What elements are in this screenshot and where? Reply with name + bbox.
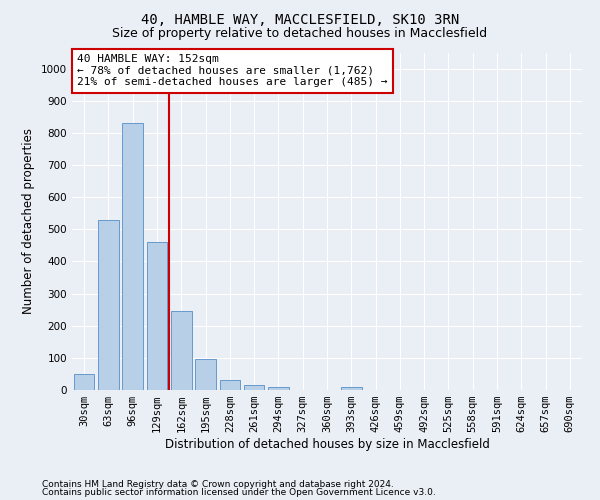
Bar <box>341 387 362 390</box>
Text: Size of property relative to detached houses in Macclesfield: Size of property relative to detached ho… <box>112 28 488 40</box>
Bar <box>244 384 265 390</box>
Bar <box>74 374 94 390</box>
Bar <box>122 123 143 390</box>
Bar <box>146 242 167 390</box>
Y-axis label: Number of detached properties: Number of detached properties <box>22 128 35 314</box>
Text: Contains public sector information licensed under the Open Government Licence v3: Contains public sector information licen… <box>42 488 436 497</box>
Text: Contains HM Land Registry data © Crown copyright and database right 2024.: Contains HM Land Registry data © Crown c… <box>42 480 394 489</box>
Bar <box>98 220 119 390</box>
X-axis label: Distribution of detached houses by size in Macclesfield: Distribution of detached houses by size … <box>164 438 490 451</box>
Bar <box>220 380 240 390</box>
Bar <box>195 360 216 390</box>
Bar <box>171 311 191 390</box>
Text: 40 HAMBLE WAY: 152sqm
← 78% of detached houses are smaller (1,762)
21% of semi-d: 40 HAMBLE WAY: 152sqm ← 78% of detached … <box>77 54 388 88</box>
Bar <box>268 387 289 390</box>
Text: 40, HAMBLE WAY, MACCLESFIELD, SK10 3RN: 40, HAMBLE WAY, MACCLESFIELD, SK10 3RN <box>141 12 459 26</box>
